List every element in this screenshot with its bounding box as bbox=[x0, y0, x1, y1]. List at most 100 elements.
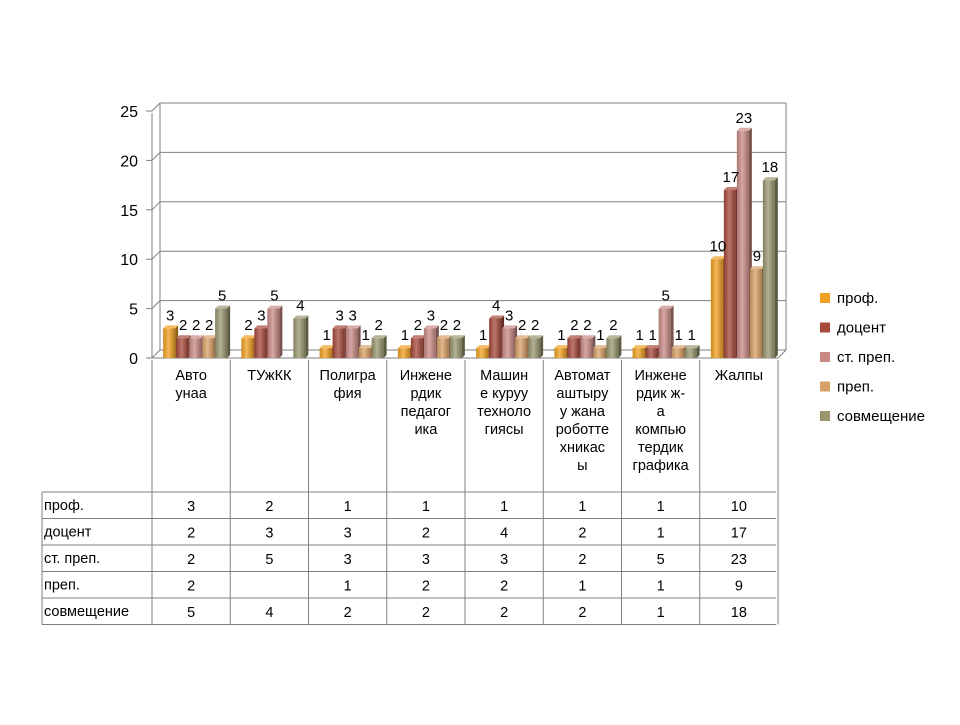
bar bbox=[423, 328, 436, 358]
category-label-line: е куруу bbox=[480, 386, 529, 402]
bar-side bbox=[227, 305, 231, 358]
bar-top bbox=[762, 177, 778, 181]
bar-top bbox=[397, 345, 413, 349]
data-label: 5 bbox=[218, 288, 226, 305]
category-label: Полигра фия bbox=[320, 368, 377, 402]
category-label-line: Полигра bbox=[320, 368, 377, 384]
table-row-header: преп. bbox=[44, 578, 80, 594]
legend-label: преп. bbox=[837, 379, 874, 396]
table-cell: 2 bbox=[500, 605, 508, 621]
data-label: 2 bbox=[453, 317, 461, 334]
data-label: 3 bbox=[427, 307, 435, 324]
legend-label: доцент bbox=[837, 320, 886, 337]
table-cell: 1 bbox=[344, 499, 352, 515]
bar bbox=[410, 338, 423, 358]
table-cell: 3 bbox=[265, 526, 273, 542]
bar-top bbox=[606, 335, 622, 339]
category-label-line: у жана bbox=[560, 404, 606, 420]
data-label: 1 bbox=[479, 327, 487, 344]
bar bbox=[580, 338, 593, 358]
category-label-line: Жалпы bbox=[715, 368, 763, 384]
table-cell: 1 bbox=[657, 499, 665, 515]
bar-top bbox=[710, 256, 726, 260]
bar bbox=[332, 328, 345, 358]
bar-top bbox=[345, 325, 361, 329]
bar-top bbox=[215, 305, 231, 309]
table-cell: 2 bbox=[187, 552, 195, 568]
table-cell: 1 bbox=[344, 579, 352, 595]
data-label: 4 bbox=[492, 297, 500, 314]
data-label: 2 bbox=[205, 317, 213, 334]
category-label-line: Машин bbox=[480, 368, 528, 384]
bar bbox=[658, 308, 671, 358]
bar bbox=[293, 318, 306, 358]
category-label: Инжене рдик ж-а компью тердик графика bbox=[633, 368, 690, 474]
table-cell: 2 bbox=[500, 579, 508, 595]
bar-top bbox=[293, 315, 309, 319]
data-label: 1 bbox=[322, 327, 330, 344]
bar-top bbox=[163, 325, 179, 329]
bar-top bbox=[580, 335, 596, 339]
table-cell: 3 bbox=[500, 552, 508, 568]
table-cell: 1 bbox=[578, 499, 586, 515]
data-label: 2 bbox=[192, 317, 200, 334]
category-label-line: техноло bbox=[477, 404, 531, 420]
data-label: 2 bbox=[414, 317, 422, 334]
legend-label: совмещение bbox=[837, 408, 925, 425]
y-tick-label: 5 bbox=[129, 302, 138, 319]
bar bbox=[515, 338, 528, 358]
bar-top bbox=[515, 335, 531, 339]
data-table: Авто унаа ТУжКК Полигра фия Инжене рдик педагог… bbox=[41, 360, 779, 625]
bar-top bbox=[502, 325, 518, 329]
bar-top bbox=[684, 345, 700, 349]
category-label-line: Инжене bbox=[400, 368, 452, 384]
bar-top bbox=[593, 345, 609, 349]
table-cell: 23 bbox=[731, 552, 747, 568]
table-cell: 3 bbox=[187, 499, 195, 515]
table-cell: 10 bbox=[731, 499, 747, 515]
table-row-header: ст. преп. bbox=[44, 551, 100, 567]
gridline-side bbox=[151, 349, 161, 359]
table-cell: 1 bbox=[657, 605, 665, 621]
table-cell: 2 bbox=[187, 526, 195, 542]
data-label: 2 bbox=[518, 317, 526, 334]
bar bbox=[567, 338, 580, 358]
table-cell: 2 bbox=[265, 499, 273, 515]
category-label: Жалпы bbox=[715, 368, 763, 384]
bar bbox=[593, 348, 606, 358]
legend-swatch bbox=[820, 352, 830, 362]
bar-top bbox=[267, 305, 283, 309]
bar-top bbox=[723, 187, 739, 191]
category-label-line: аштыру bbox=[556, 386, 609, 402]
bar bbox=[710, 259, 723, 358]
legend-swatch bbox=[820, 293, 830, 303]
category-label-line: ТУжКК bbox=[247, 368, 292, 384]
bar-top bbox=[554, 345, 570, 349]
category-label: Инжене рдик педагог ика bbox=[400, 368, 452, 438]
table-cell: 1 bbox=[500, 499, 508, 515]
bar-top bbox=[567, 335, 583, 339]
y-tick-label: 0 bbox=[129, 351, 138, 368]
data-label: 1 bbox=[635, 327, 643, 344]
table-cell: 4 bbox=[265, 605, 273, 621]
bar-top bbox=[423, 325, 439, 329]
category-label: Авто унаа bbox=[175, 368, 207, 402]
data-label: 18 bbox=[762, 159, 779, 176]
data-label: 1 bbox=[401, 327, 409, 344]
data-label: 3 bbox=[335, 307, 343, 324]
bar-top bbox=[645, 345, 661, 349]
bar-top bbox=[202, 335, 218, 339]
legend-label: ст. преп. bbox=[837, 349, 895, 366]
bar bbox=[436, 338, 449, 358]
table-cell: 18 bbox=[731, 605, 747, 621]
legend: проф. доцент ст. преп. преп. совмещение bbox=[820, 290, 925, 425]
category-label-line: педагог bbox=[401, 404, 451, 420]
data-label: 2 bbox=[440, 317, 448, 334]
category-label-line: Автомат bbox=[554, 368, 610, 384]
table-cell: 2 bbox=[422, 579, 430, 595]
bar-side bbox=[670, 305, 674, 358]
legend-swatch bbox=[820, 411, 830, 421]
bar-top bbox=[254, 325, 270, 329]
bar-top bbox=[371, 335, 387, 339]
